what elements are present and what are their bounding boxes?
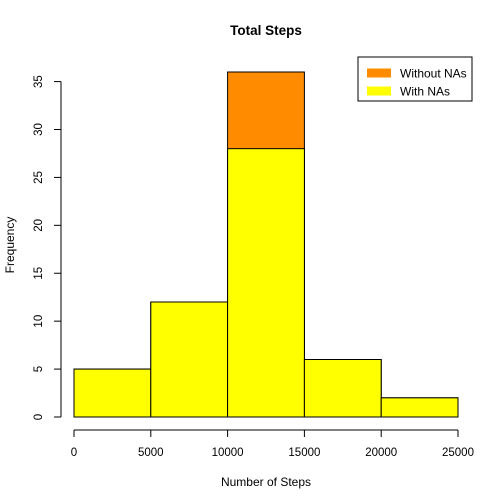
y-tick-label-4: 20 xyxy=(33,219,45,232)
y-axis: 0 5 10 15 20 25 30 35 xyxy=(33,75,62,420)
y-tick-label-6: 30 xyxy=(33,123,45,136)
x-tick-label-4: 20000 xyxy=(365,447,397,459)
y-tick-label-7: 35 xyxy=(33,75,45,88)
x-axis: 0 5000 10000 15000 20000 25000 xyxy=(71,429,474,459)
legend-label-without-nas: Without NAs xyxy=(400,67,467,81)
bar-with-nas-4 xyxy=(380,397,459,418)
x-tick-label-2: 10000 xyxy=(212,447,244,459)
x-tick-label-0: 0 xyxy=(71,447,77,459)
y-tick-label-2: 10 xyxy=(33,315,45,328)
x-axis-label: Number of Steps xyxy=(221,475,311,489)
legend: Without NAs With NAs xyxy=(357,56,473,102)
y-tick-label-5: 25 xyxy=(33,171,45,184)
x-tick-label-5: 25000 xyxy=(442,447,474,459)
x-tick-label-3: 15000 xyxy=(288,447,320,459)
chart-title: Total Steps xyxy=(230,23,302,38)
y-tick-label-1: 5 xyxy=(33,366,45,372)
bar-with-nas-2 xyxy=(227,148,305,418)
y-axis-label: Frequency xyxy=(3,217,17,274)
x-tick-label-1: 5000 xyxy=(138,447,164,459)
bar-with-nas-3 xyxy=(303,359,382,418)
y-tick-label-0: 0 xyxy=(33,414,45,420)
bars-layer xyxy=(73,71,459,418)
bar-with-nas-0 xyxy=(73,368,152,418)
legend-label-with-nas: With NAs xyxy=(400,85,450,99)
bar-with-nas-1 xyxy=(150,301,229,418)
y-tick-label-3: 15 xyxy=(33,267,45,280)
